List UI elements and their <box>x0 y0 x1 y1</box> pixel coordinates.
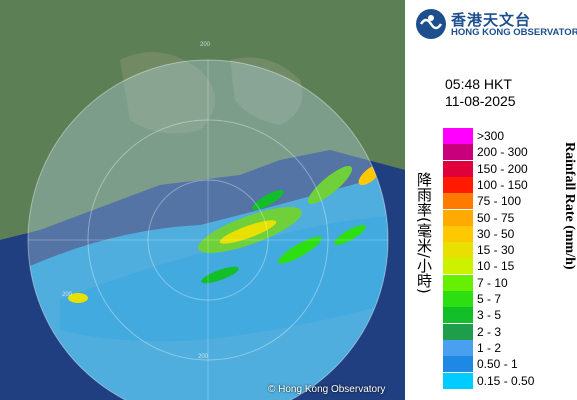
legend-swatch <box>443 176 473 193</box>
legend-swatch <box>443 356 473 373</box>
legend-range-label: 75 - 100 <box>477 194 522 209</box>
legend-swatch <box>443 307 473 324</box>
range-label-bottom: 200 <box>198 354 209 360</box>
legend-swatch <box>443 258 473 275</box>
legend-range-label: 150 - 200 <box>477 161 528 176</box>
hko-emblem-icon <box>416 9 446 39</box>
radar-date: 11-08-2025 <box>445 93 516 109</box>
legend-range-label: 30 - 50 <box>477 226 515 241</box>
legend-row: 5 - 7 <box>443 291 577 307</box>
legend-range-label: 0.15 - 0.50 <box>477 373 535 388</box>
legend-range-label: 5 - 7 <box>477 292 502 306</box>
legend-swatch <box>443 225 473 242</box>
legend-swatch <box>443 323 473 340</box>
legend-row: 75 - 100 <box>443 193 577 210</box>
range-label-top: 200 <box>200 42 211 48</box>
legend-row: 2 - 3 <box>443 323 577 340</box>
legend-title-en: Rainfall Rate (mm/h) <box>562 142 577 270</box>
legend-swatch <box>443 339 473 356</box>
legend-row: 0.15 - 0.50 <box>443 372 577 389</box>
legend-swatch <box>443 128 473 144</box>
legend-row: 50 - 75 <box>443 209 577 226</box>
legend-row: 3 - 5 <box>443 307 577 324</box>
org-name-en: HONG KONG OBSERVATORY <box>451 27 577 38</box>
legend-swatch <box>443 242 473 259</box>
legend-range-label: 2 - 3 <box>477 324 502 339</box>
range-ring-middle <box>87 119 329 361</box>
range-label-left: 200 <box>62 292 73 298</box>
legend-range-label: 50 - 75 <box>477 210 515 225</box>
legend-range-label: 200 - 300 <box>477 145 528 160</box>
legend-row: 1 - 2 <box>443 339 577 356</box>
legend-swatch <box>443 209 473 226</box>
legend-swatch <box>443 193 473 210</box>
legend-range-label: 15 - 30 <box>477 243 515 258</box>
range-ring-outer <box>27 59 389 400</box>
rain-echoes <box>28 164 388 400</box>
legend-range-label: 7 - 10 <box>477 275 508 290</box>
legend-title-zh: 降雨率(毫米/小時) <box>415 172 433 294</box>
legend-row: 100 - 150 <box>443 176 577 193</box>
legend-swatch <box>443 144 473 161</box>
legend-range-label: 3 - 5 <box>477 308 502 323</box>
legend-swatch <box>443 372 473 389</box>
urban-area <box>120 52 215 134</box>
legend-row: 7 - 10 <box>443 274 577 291</box>
legend-row: 150 - 200 <box>443 160 577 177</box>
legend-row: 30 - 50 <box>443 225 577 242</box>
radar-map: 200 200 200 © Hong Kong Observatory <box>0 0 405 400</box>
radar-time: 05:48 HKT <box>445 76 512 92</box>
legend-range-label: 1 - 2 <box>477 340 502 355</box>
urban-area-2 <box>230 57 303 125</box>
legend-swatch <box>443 274 473 291</box>
range-ring-inner <box>147 179 269 301</box>
legend-range-label: 0.50 - 1 <box>477 357 518 372</box>
legend-range-label: 100 - 150 <box>477 177 528 192</box>
legend-row: 10 - 15 <box>443 258 577 275</box>
radar-image: 200 200 200 <box>0 0 405 400</box>
legend-swatch <box>443 291 473 307</box>
legend-row: 200 - 300 <box>443 144 577 161</box>
org-name-zh: 香港天文台 <box>451 11 532 29</box>
legend-row: >300 <box>443 128 577 144</box>
legend-range-label: >300 <box>477 129 505 143</box>
hko-logo: 香港天文台 HONG KONG OBSERVATORY <box>415 8 577 40</box>
legend-range-label: 10 - 15 <box>477 259 515 274</box>
legend-row: 0.50 - 1 <box>443 356 577 373</box>
info-panel: 香港天文台 HONG KONG OBSERVATORY 05:48 HKT 11… <box>405 0 577 400</box>
legend-swatch <box>443 160 473 177</box>
legend-row: 15 - 30 <box>443 242 577 259</box>
copyright-text: © Hong Kong Observatory <box>268 384 386 395</box>
